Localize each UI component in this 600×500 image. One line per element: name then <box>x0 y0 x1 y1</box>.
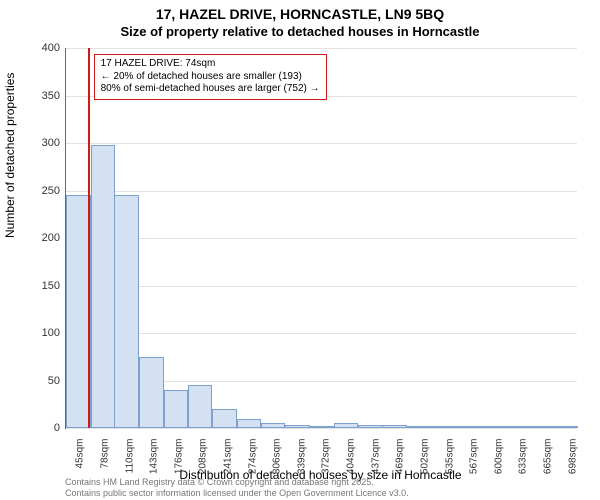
histogram-bar <box>455 426 480 428</box>
grid-line <box>66 333 577 334</box>
annotation-line-3: 80% of semi-detached houses are larger (… <box>101 83 320 96</box>
grid-line <box>66 286 577 287</box>
histogram-bar <box>358 425 383 428</box>
title-main: 17, HAZEL DRIVE, HORNCASTLE, LN9 5BQ <box>0 6 600 22</box>
y-tick-label: 0 <box>20 422 60 434</box>
annotation-line-2: ← 20% of detached houses are smaller (19… <box>101 71 320 84</box>
y-axis-title: Number of detached properties <box>3 73 17 238</box>
footer-attribution: Contains HM Land Registry data © Crown c… <box>65 477 409 498</box>
histogram-bar <box>432 426 457 428</box>
y-tick-label: 200 <box>20 232 60 244</box>
annotation-line-1: 17 HAZEL DRIVE: 74sqm <box>101 58 320 71</box>
histogram-bar <box>553 426 578 428</box>
chart-container: 17, HAZEL DRIVE, HORNCASTLE, LN9 5BQ Siz… <box>0 0 600 500</box>
grid-line <box>66 428 577 429</box>
histogram-bar <box>114 195 139 428</box>
histogram-bar <box>310 426 335 428</box>
footer-line-2: Contains public sector information licen… <box>65 488 409 498</box>
footer-line-1: Contains HM Land Registry data © Crown c… <box>65 477 374 487</box>
y-tick-label: 400 <box>20 42 60 54</box>
title-sub: Size of property relative to detached ho… <box>0 24 600 39</box>
property-marker-line <box>88 48 90 428</box>
histogram-bar <box>91 145 116 428</box>
histogram-bar <box>529 426 554 428</box>
grid-line <box>66 238 577 239</box>
histogram-bar <box>334 423 359 428</box>
histogram-bar <box>164 390 189 428</box>
grid-line <box>66 48 577 49</box>
histogram-bar <box>237 419 262 429</box>
y-tick-label: 250 <box>20 185 60 197</box>
y-tick-label: 100 <box>20 327 60 339</box>
grid-line <box>66 143 577 144</box>
y-tick-label: 150 <box>20 280 60 292</box>
histogram-bar <box>480 426 505 428</box>
histogram-bar <box>188 385 213 428</box>
grid-line <box>66 191 577 192</box>
histogram-bar <box>382 425 407 428</box>
y-tick-label: 300 <box>20 137 60 149</box>
histogram-bar <box>505 426 530 428</box>
plot-area: 17 HAZEL DRIVE: 74sqm← 20% of detached h… <box>65 48 577 429</box>
histogram-bar <box>285 425 310 428</box>
y-tick-label: 50 <box>20 375 60 387</box>
histogram-bar <box>261 423 286 428</box>
y-tick-label: 350 <box>20 90 60 102</box>
histogram-bar <box>212 409 237 428</box>
annotation-box: 17 HAZEL DRIVE: 74sqm← 20% of detached h… <box>94 54 327 100</box>
histogram-bar <box>407 426 432 428</box>
histogram-bar <box>139 357 164 428</box>
